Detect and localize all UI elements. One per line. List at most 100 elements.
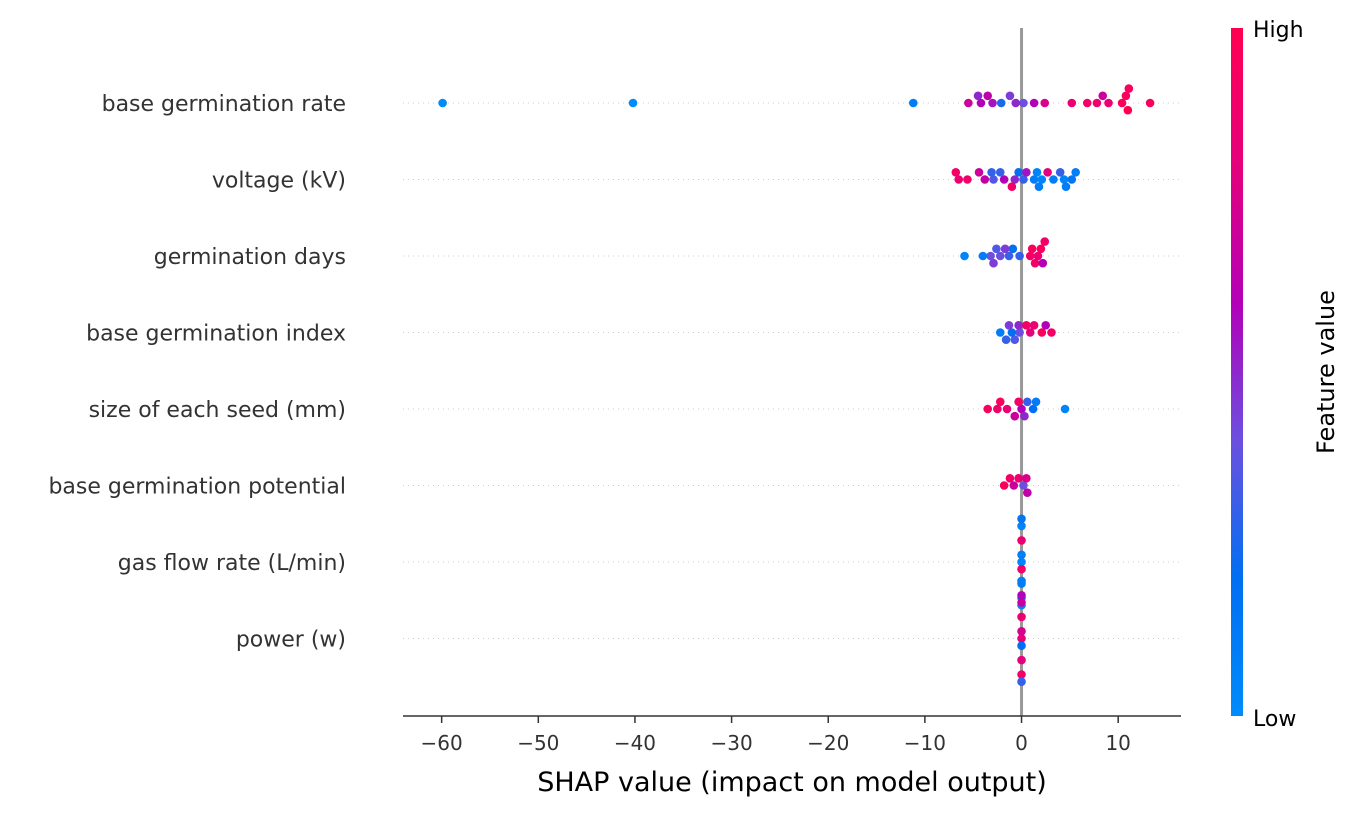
shap-points	[438, 84, 1155, 686]
shap-point	[1082, 98, 1092, 108]
x-tick-label: −40	[614, 731, 656, 755]
feature-label: base germination index	[86, 322, 346, 347]
shap-point	[1029, 98, 1039, 108]
shap-point	[1025, 251, 1035, 261]
shap-point	[1017, 404, 1026, 414]
shap-point	[1037, 328, 1047, 337]
shap-point	[1034, 182, 1044, 191]
feature-label: gas flow rate (L/min)	[118, 551, 346, 576]
feature-label: base germination rate	[102, 92, 346, 117]
shap-point	[1017, 634, 1026, 643]
feature-label: germination days	[154, 245, 346, 270]
shap-point	[438, 98, 447, 108]
shap-point	[986, 251, 995, 261]
shap-point	[974, 168, 984, 177]
shap-point	[1017, 514, 1026, 524]
shap-point	[951, 168, 961, 177]
shap-point	[1017, 670, 1026, 679]
shap-point	[1121, 91, 1131, 101]
shap-point	[996, 98, 1006, 108]
shap-point	[1023, 397, 1032, 407]
colorbar-title: Feature value	[1312, 290, 1340, 454]
shap-point	[1017, 576, 1026, 586]
feature-label: size of each seed (mm)	[89, 398, 346, 423]
shap-point	[1123, 105, 1133, 115]
shap-point	[1029, 175, 1039, 184]
shap-point	[1005, 474, 1015, 483]
shap-point	[995, 168, 1005, 177]
shap-point	[987, 168, 996, 177]
x-axis-label: SHAP value (impact on model output)	[537, 767, 1047, 798]
shap-point	[1015, 251, 1024, 261]
shap-point	[1059, 175, 1069, 184]
feature-label: voltage (kV)	[212, 169, 346, 194]
shap-point	[960, 251, 969, 261]
colorbar-low-label: Low	[1253, 707, 1296, 732]
shap-point	[1004, 251, 1014, 261]
shap-point	[1040, 98, 1050, 108]
shap-point	[973, 91, 983, 101]
shap-point	[1071, 168, 1080, 177]
shap-point	[983, 91, 993, 101]
shap-point	[1014, 321, 1023, 330]
shap-point	[1017, 536, 1026, 545]
shap-point	[1004, 321, 1014, 330]
shap-point	[1017, 521, 1026, 531]
shap-point	[1031, 397, 1041, 407]
shap-point	[1033, 251, 1043, 261]
shap-point	[976, 98, 986, 108]
shap-point	[1043, 168, 1052, 177]
shap-point	[1000, 244, 1010, 254]
shap-point	[1047, 328, 1056, 337]
shap-point	[992, 244, 1001, 254]
shap-point	[1124, 84, 1134, 93]
shap-point	[1098, 91, 1108, 101]
shap-point	[1017, 627, 1026, 636]
shap-point	[1014, 474, 1023, 483]
shap-point	[1049, 175, 1058, 184]
shap-point	[983, 404, 993, 414]
shap-point	[1028, 404, 1038, 414]
shap-point	[1019, 481, 1028, 490]
shap-point	[1010, 411, 1020, 421]
shap-point	[1025, 328, 1035, 337]
shap-point	[1037, 175, 1047, 184]
shap-point	[1038, 258, 1048, 268]
x-tick-label: −10	[904, 731, 946, 755]
shap-point	[1041, 321, 1050, 330]
shap-point	[1022, 474, 1031, 483]
feature-labels: base germination rate voltage (kV) germina…	[48, 92, 346, 653]
shap-point	[1020, 411, 1029, 421]
x-tick-label: −20	[807, 731, 849, 755]
feature-label: power (w)	[236, 628, 346, 653]
shap-point	[1022, 321, 1031, 330]
shap-point	[1036, 244, 1046, 254]
shap-point	[1017, 677, 1026, 686]
shap-point	[1007, 328, 1017, 337]
shap-point	[988, 98, 997, 108]
feature-label: base germination potential	[48, 475, 346, 500]
shap-point	[1008, 244, 1018, 254]
shap-point	[995, 397, 1005, 407]
shap-point	[1067, 98, 1077, 108]
shap-point	[1032, 168, 1042, 177]
colorbar-high-label: High	[1253, 18, 1304, 43]
shap-point	[1022, 168, 1031, 177]
shap-point	[628, 98, 638, 108]
x-tick-label: 0	[1015, 731, 1028, 755]
shap-point	[978, 251, 988, 261]
shap-point	[1010, 335, 1020, 345]
shap-point	[1010, 175, 1020, 184]
shap-point	[963, 175, 972, 184]
shap-point	[1007, 182, 1017, 191]
shap-point	[908, 98, 918, 108]
shap-point	[1029, 321, 1039, 330]
shap-point	[1014, 397, 1023, 407]
shap-point	[995, 328, 1005, 337]
shap-point	[1017, 598, 1026, 607]
shap-point	[964, 98, 973, 108]
shap-point	[1014, 168, 1023, 177]
shap-point	[1017, 550, 1026, 560]
shap-point	[1067, 175, 1077, 184]
